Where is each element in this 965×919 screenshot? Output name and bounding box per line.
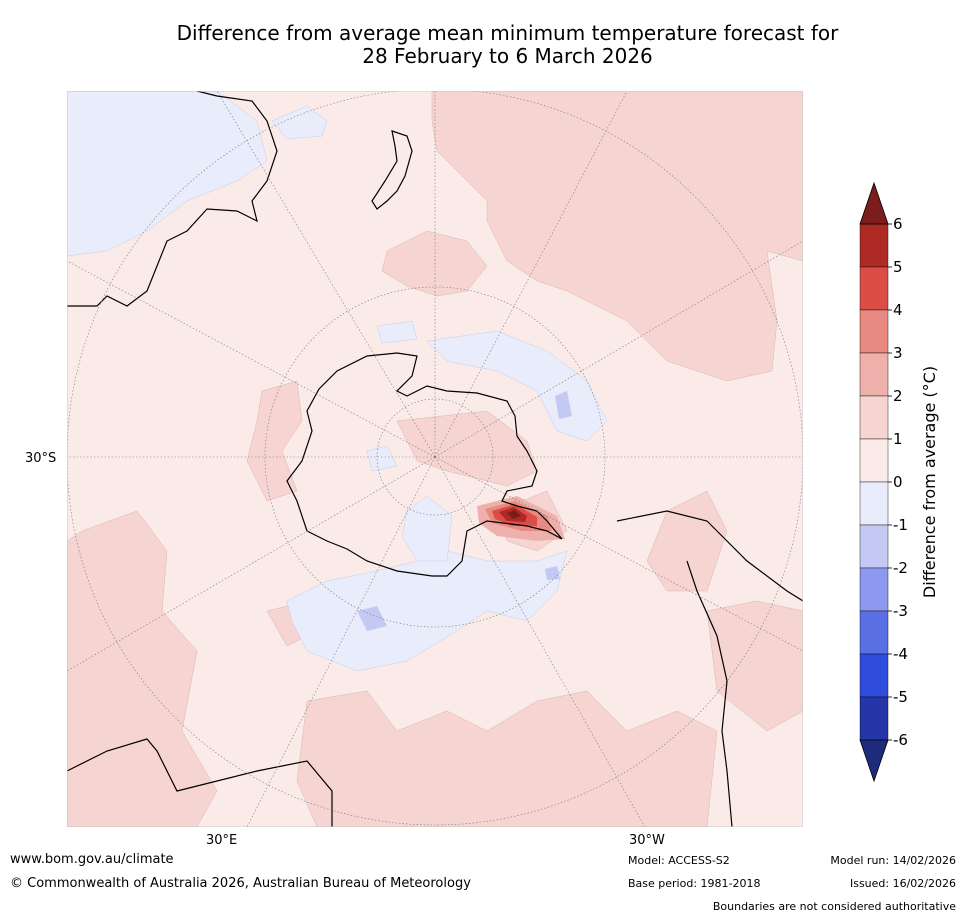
colorbar-under-triangle [859, 739, 889, 783]
colorbar-bin [859, 309, 889, 354]
anomaly-cool-strong-2 [555, 391, 572, 419]
anomaly-cool-south-atlantic [286, 550, 568, 672]
colorbar-tick-label: -3 [893, 602, 908, 620]
colorbar-tick-label: 0 [893, 473, 903, 491]
colorbar-tick-label: 4 [893, 301, 903, 319]
colorbar-tick-label: 3 [893, 344, 903, 362]
new-zealand-coast [371, 130, 413, 210]
graticule-lat-60 [264, 286, 606, 628]
south-america-coast [616, 510, 803, 827]
colorbar-bin [859, 567, 889, 612]
colorbar-bin [859, 223, 889, 268]
footer-issued: Issued: 16/02/2026 [849, 877, 956, 890]
anomaly-cool-amundsen [376, 320, 418, 344]
graticule-lon-60e [67, 456, 436, 672]
anomaly-patch-west-south [67, 510, 218, 827]
anomaly-patch-near-antarctica [396, 410, 538, 487]
colorbar-bin [859, 653, 889, 698]
anomaly-patch-south-centre [296, 690, 718, 827]
colorbar-bin [859, 696, 889, 741]
anomaly-cool-weddell-centre [401, 495, 453, 562]
anomaly-patch-east-south [706, 600, 803, 732]
footer-model: Model: ACCESS-S2 [628, 854, 730, 867]
anomaly-cool-indian-north [67, 91, 268, 257]
graticule-lon-60w [434, 456, 803, 652]
colorbar-bins [859, 223, 889, 741]
colorbar-bin [859, 610, 889, 655]
colorbar-bin [859, 395, 889, 440]
anomaly-patch-east-mid [646, 490, 728, 592]
africa-coast [67, 738, 333, 827]
colorbar-over-triangle [859, 181, 889, 225]
colorbar: 6 5 4 3 2 1 0 -1 -2 -3 -4 -5 -6 Difference from aver… [859, 181, 939, 783]
footer-disclaimer: Boundaries are not considered authoritat… [712, 900, 956, 913]
colorbar-ticks: 6 5 4 3 2 1 0 -1 -2 -3 -4 -5 -6 [888, 215, 908, 749]
graticule-lat-75 [376, 398, 494, 516]
graticule-lon-120w [434, 240, 803, 458]
anomaly-patch-pacific-mid [381, 230, 488, 297]
colorbar-tick-label: -2 [893, 559, 908, 577]
colorbar-tick-label: 5 [893, 258, 903, 276]
anomaly-map [67, 91, 803, 827]
lat-label-30s: 30°S [25, 451, 57, 466]
anomaly-cool-small-1 [366, 445, 398, 472]
colorbar-bin [859, 524, 889, 569]
colorbar-bin [859, 438, 889, 483]
anomaly-patch-pacific-north [431, 91, 803, 382]
anomaly-1-2-regions [67, 91, 803, 827]
antarctica-coast [286, 352, 563, 577]
coastlines [67, 91, 803, 827]
graticule-lon-150e [216, 91, 436, 458]
graticule [67, 91, 803, 827]
map-title: Difference from average mean minimum tem… [80, 22, 935, 68]
footer-model-run: Model run: 14/02/2026 [830, 854, 956, 867]
graticule-lon-30e [246, 456, 436, 827]
colorbar-bin [859, 352, 889, 397]
colorbar-label: Difference from average (°C) [920, 366, 939, 598]
anomaly-patch-west-mid [246, 380, 303, 502]
colorbar-tick-label: -5 [893, 688, 908, 706]
graticule-lat-30 [67, 91, 803, 826]
anomaly-cool-tasman [271, 105, 328, 140]
colorbar-tick-label: -1 [893, 516, 908, 534]
footer-base-period: Base period: 1981-2018 [628, 877, 761, 890]
title-line-2: 28 February to 6 March 2026 [362, 44, 653, 68]
colorbar-tick-label: -6 [893, 731, 908, 749]
graticule-lon-150w [434, 91, 628, 458]
anomaly-cool-strong-1 [357, 606, 387, 631]
australia-coast [67, 91, 278, 307]
map-frame [67, 91, 803, 827]
anomaly-neg2-neg1-regions [357, 391, 572, 631]
colorbar-bin [859, 481, 889, 526]
footer-website[interactable]: www.bom.gov.au/climate [10, 852, 174, 867]
colorbar-tick-label: 6 [893, 215, 903, 233]
lon-label-30e: 30°E [206, 833, 238, 848]
colorbar-tick-label: -4 [893, 645, 908, 663]
title-line-1: Difference from average mean minimum tem… [176, 21, 839, 45]
colorbar-tick-label: 1 [893, 430, 903, 448]
lon-label-30w: 30°W [629, 833, 665, 848]
colorbar-bin [859, 266, 889, 311]
footer-copyright: © Commonwealth of Australia 2026, Austra… [10, 876, 471, 891]
anomaly-cool-strong-3 [545, 566, 560, 580]
graticule-lon-120e [67, 260, 436, 458]
graticule-lon-30w [434, 456, 646, 827]
colorbar-tick-label: 2 [893, 387, 903, 405]
